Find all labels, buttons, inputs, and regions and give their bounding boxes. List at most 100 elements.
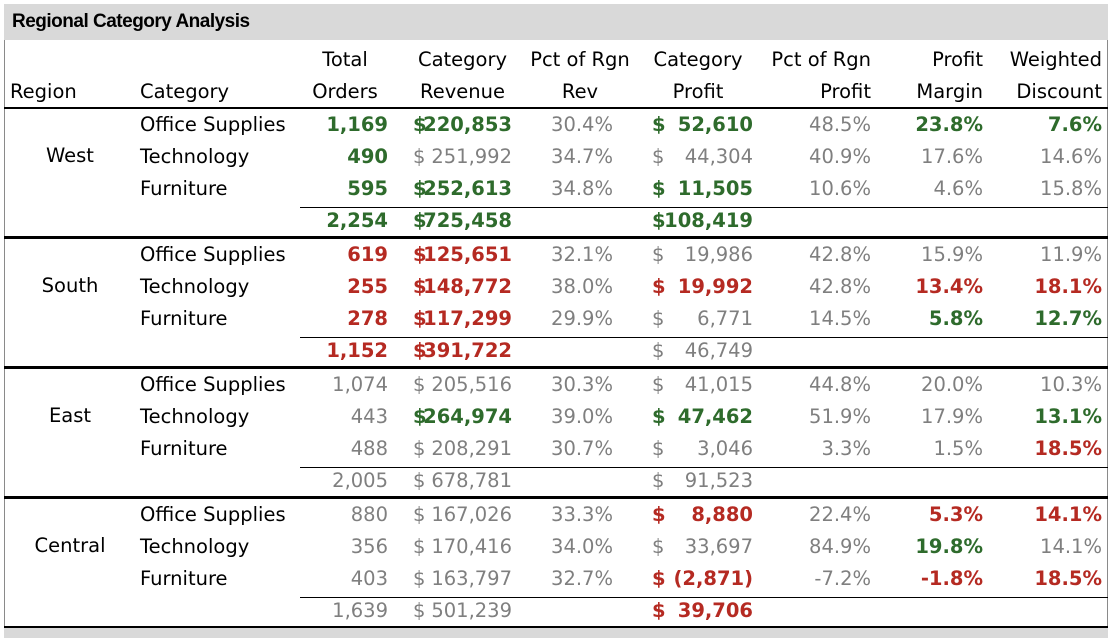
subtotal-divider (300, 597, 1108, 598)
subtotal-profit-currency: $ (652, 469, 665, 492)
category-profit-cell: 44,304 (684, 145, 753, 168)
pct-rgn-rev-cell: 29.9% (551, 307, 613, 330)
profit-currency-symbol: $ (652, 437, 665, 460)
category-revenue-cell: 125,651 (423, 243, 512, 266)
category-label: Office Supplies (140, 503, 286, 526)
profit-currency-symbol: $ (652, 113, 666, 136)
pct-rgn-rev-cell: 30.7% (551, 437, 613, 460)
region-divider (4, 236, 1108, 239)
profit-currency-symbol: $ (652, 243, 665, 266)
header-total-orders-line2: Orders (312, 80, 378, 103)
pct-rgn-profit-cell: 42.8% (809, 275, 871, 298)
profit-margin-cell: 20.0% (921, 373, 983, 396)
profit-currency-symbol: $ (652, 145, 665, 168)
weighted-discount-cell: 7.6% (1047, 113, 1102, 136)
pct-rgn-rev-cell: 34.7% (551, 145, 613, 168)
weighted-discount-cell: 13.1% (1034, 405, 1102, 428)
profit-currency-symbol: $ (652, 373, 665, 396)
pct-rgn-rev-cell: 38.0% (551, 275, 613, 298)
subtotal-profit-cell: 91,523 (684, 469, 753, 492)
profit-currency-symbol: $ (652, 567, 666, 590)
profit-margin-cell: 17.9% (921, 405, 983, 428)
profit-currency-symbol: $ (652, 405, 666, 428)
pct-rgn-profit-cell: 84.9% (809, 535, 871, 558)
category-label: Technology (140, 145, 250, 168)
category-label: Office Supplies (140, 373, 286, 396)
category-profit-cell: 11,505 (677, 177, 753, 200)
category-profit-cell: 3,046 (697, 437, 753, 460)
category-label: Furniture (140, 567, 228, 590)
subtotal-revenue-currency: $ (413, 599, 426, 622)
category-revenue-cell: 220,853 (423, 113, 512, 136)
profit-margin-cell: 4.6% (933, 177, 983, 200)
profit-margin-cell: 23.8% (915, 113, 983, 136)
subtotal-revenue-cell: 678,781 (431, 469, 512, 492)
revenue-currency-symbol: $ (413, 567, 426, 590)
total-orders-cell: 403 (350, 567, 388, 590)
category-profit-cell: 19,992 (677, 275, 753, 298)
header-category-revenue-line2: Revenue (420, 80, 505, 103)
pct-rgn-profit-cell: 44.8% (809, 373, 871, 396)
profit-currency-symbol: $ (652, 177, 666, 200)
subtotal-profit-cell: 108,419 (664, 209, 753, 232)
category-label: Furniture (140, 177, 228, 200)
revenue-currency-symbol: $ (413, 503, 426, 526)
title-bar: Regional Category Analysis (4, 4, 1108, 40)
pct-rgn-profit-cell: 40.9% (809, 145, 871, 168)
profit-margin-cell: 19.8% (915, 535, 983, 558)
pct-rgn-rev-cell: 32.7% (551, 567, 613, 590)
category-profit-cell: 47,462 (677, 405, 753, 428)
header-pct-rgn-profit-line2: Profit (820, 80, 871, 103)
category-profit-cell: 33,697 (684, 535, 753, 558)
subtotal-profit-currency: $ (652, 209, 666, 232)
pct-rgn-profit-cell: -7.2% (814, 567, 871, 590)
pct-rgn-rev-cell: 34.8% (551, 177, 613, 200)
pct-rgn-rev-cell: 33.3% (551, 503, 613, 526)
category-profit-cell: 6,771 (697, 307, 753, 330)
subtotal-divider (300, 467, 1108, 468)
profit-margin-cell: 1.5% (933, 437, 983, 460)
header-weighted-discount-line1: Weighted (1009, 48, 1102, 71)
weighted-discount-cell: 14.6% (1040, 145, 1102, 168)
total-orders-cell: 1,169 (326, 113, 388, 136)
header-total-orders-line1: Total (322, 48, 368, 71)
category-revenue-cell: 208,291 (431, 437, 512, 460)
pct-rgn-rev-cell: 34.0% (551, 535, 613, 558)
profit-margin-cell: 13.4% (915, 275, 983, 298)
revenue-currency-symbol: $ (413, 145, 426, 168)
category-label: Office Supplies (140, 243, 286, 266)
subtotal-divider (300, 337, 1108, 338)
profit-margin-cell: 15.9% (921, 243, 983, 266)
weighted-discount-cell: 18.5% (1034, 437, 1102, 460)
profit-margin-cell: 17.6% (921, 145, 983, 168)
weighted-discount-cell: 15.8% (1040, 177, 1102, 200)
weighted-discount-cell: 14.1% (1034, 503, 1102, 526)
revenue-currency-symbol: $ (413, 113, 427, 136)
category-label: Technology (140, 275, 250, 298)
region-name: East (48, 404, 92, 427)
total-orders-cell: 595 (347, 177, 388, 200)
header-category-revenue-line1: Category (417, 48, 508, 71)
subtotal-revenue-currency: $ (413, 339, 427, 362)
pct-rgn-profit-cell: 48.5% (809, 113, 871, 136)
subtotal-revenue-cell: 725,458 (423, 209, 512, 232)
subtotal-profit-cell: 39,706 (677, 599, 753, 622)
revenue-currency-symbol: $ (413, 535, 426, 558)
total-orders-cell: 278 (347, 307, 388, 330)
revenue-currency-symbol: $ (413, 177, 427, 200)
category-profit-cell: 19,986 (684, 243, 753, 266)
total-orders-cell: 443 (350, 405, 388, 428)
category-profit-cell: 52,610 (677, 113, 753, 136)
subtotal-revenue-currency: $ (413, 469, 426, 492)
subtotal-revenue-cell: 391,722 (423, 339, 512, 362)
category-profit-cell: 41,015 (684, 373, 753, 396)
category-label: Furniture (140, 437, 228, 460)
region-name: West (46, 144, 94, 167)
revenue-currency-symbol: $ (413, 275, 427, 298)
category-revenue-cell: 163,797 (431, 567, 512, 590)
header-pct-rgn-rev-line1: Pct of Rgn (530, 48, 630, 71)
weighted-discount-cell: 12.7% (1034, 307, 1102, 330)
header-profit-margin-line2: Margin (916, 80, 983, 103)
category-label: Technology (140, 535, 250, 558)
pct-rgn-profit-cell: 3.3% (821, 437, 871, 460)
